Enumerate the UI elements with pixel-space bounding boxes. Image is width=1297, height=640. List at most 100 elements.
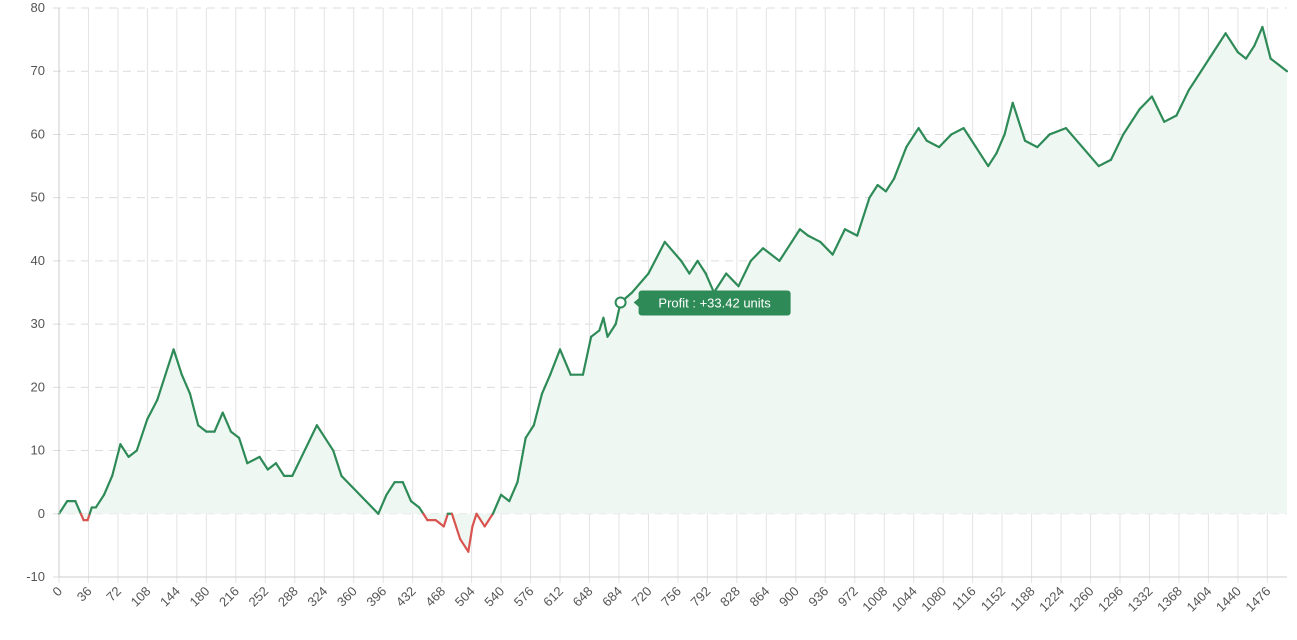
line-segment [892,145,908,180]
x-tick-label: 1476 [1242,584,1273,615]
line-segment [229,430,241,440]
x-tick-label: 756 [658,584,684,610]
line-segment [172,348,183,376]
line-segment [135,417,149,452]
line-segment [532,392,544,427]
line-segment [962,127,978,149]
line-segment [1138,95,1154,111]
line-segment [1253,25,1264,48]
y-tick-label: 70 [31,63,45,78]
line-segment [602,316,609,338]
x-tick-label: 1152 [978,584,1008,614]
x-tick-label: 648 [570,584,596,610]
x-tick-label: 72 [103,584,124,605]
line-segment [1048,127,1068,136]
line-segment [737,259,752,288]
line-segment [352,487,368,503]
line-segment [88,506,93,515]
line-segment [188,392,200,427]
x-tick-label: 360 [334,584,360,610]
tooltip-pointer [633,297,640,308]
line-segment [377,493,388,515]
x-tick-label: 0 [49,584,65,600]
line-segment [516,436,527,484]
line-segment [1187,70,1203,92]
line-segment [606,323,617,338]
line-segment [86,512,91,522]
line-segment [303,424,318,452]
line-segment [663,240,683,262]
line-segment [57,500,69,515]
line-segment [401,481,413,503]
x-tick-label: 432 [393,584,419,610]
x-tick-label: 864 [746,584,772,610]
tooltip[interactable]: Profit : +33.42 units [614,290,791,316]
line-segment [1023,139,1039,149]
line-segment [213,411,224,433]
line-segment [1175,89,1190,117]
line-segment [696,259,707,275]
line-segment [434,518,445,528]
hover-point[interactable] [614,296,627,309]
x-tick-label: 1440 [1213,584,1244,615]
line-segment [590,329,601,338]
x-tick-label: 1116 [949,584,979,614]
line-segment [1011,101,1027,142]
line-segment [806,234,822,244]
line-segment [471,512,478,528]
line-segment [790,228,801,244]
line-segment [491,493,503,515]
tooltip-label: Profit : +33.42 units [658,295,771,310]
x-tick-label: 1368 [1154,584,1185,615]
line-segment [409,500,421,509]
profit-area [59,26,1287,552]
line-segment [549,348,562,376]
line-segment [258,455,269,471]
x-tick-label: 720 [629,584,655,610]
line-segment [221,411,233,433]
x-tick-label: 1044 [889,584,920,615]
line-segment [422,512,429,522]
line-segment [917,127,928,142]
line-segment [79,512,85,522]
line-segment [1036,133,1051,149]
line-segment [950,127,965,136]
area-fill [59,26,1287,552]
y-tick-label: 10 [31,443,45,458]
y-tick-label: 30 [31,316,45,331]
line-segment [323,436,335,452]
line-segment [1212,32,1227,54]
line-segment [524,424,535,440]
line-segment [146,398,159,421]
line-segment [459,537,470,553]
line-segment [856,196,871,237]
line-segment [1150,95,1166,123]
line-segment [974,145,990,168]
line-segment [540,373,552,395]
line-segment [385,481,396,496]
x-tick-label: 612 [540,584,566,610]
line-segment [1163,114,1178,123]
x-tick-label: 252 [245,584,271,610]
line-segment [905,127,920,149]
x-tick-label: 540 [481,584,507,610]
line-segment [180,373,192,395]
line-segment [647,240,666,275]
line-segment [1261,25,1272,60]
x-tick-label: 1080 [918,584,949,615]
line-segment [843,228,859,237]
line-segment [581,335,593,376]
x-tick-label: 1260 [1066,584,1097,615]
line-segment [94,493,106,509]
line-segment [1097,158,1113,168]
line-segment [1003,101,1014,136]
x-tick-label: 576 [511,584,537,610]
line-segment [246,455,261,465]
line-segment [680,259,691,275]
line-segment [749,247,765,262]
line-segment [483,512,494,528]
x-tick-label: 1332 [1125,584,1156,615]
line-segment [127,449,138,458]
